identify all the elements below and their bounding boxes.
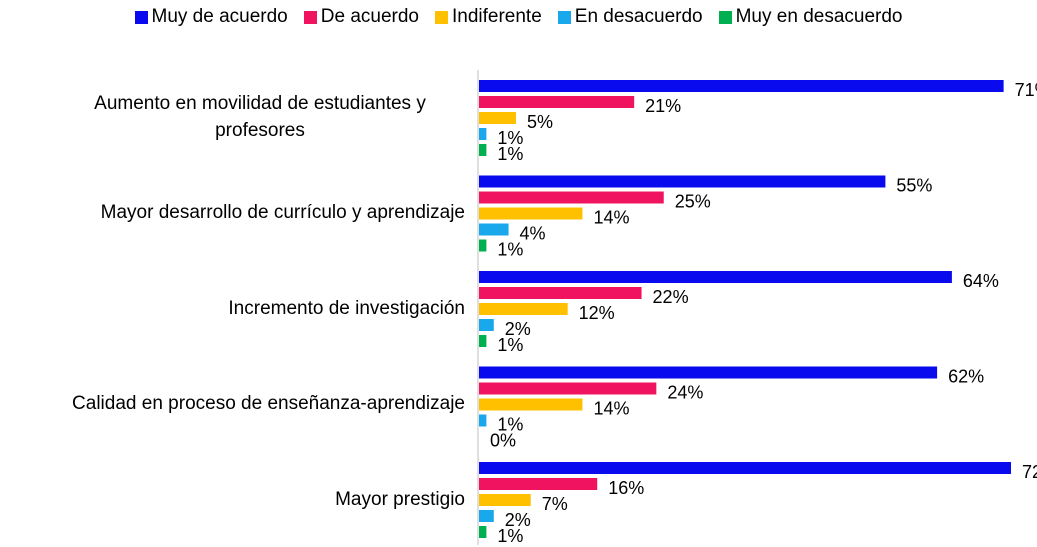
value-label: 7% (542, 494, 568, 514)
value-label: 12% (579, 303, 615, 323)
legend-swatch (303, 10, 317, 24)
value-label: 0% (490, 430, 516, 450)
legend-item: En desacuerdo (557, 6, 703, 28)
value-label: 1% (497, 128, 523, 148)
value-label: 1% (497, 335, 523, 355)
bar (479, 287, 642, 299)
bar (479, 80, 1004, 92)
value-label: 25% (675, 191, 711, 211)
value-label: 2% (505, 510, 531, 530)
legend-item: De acuerdo (303, 6, 419, 28)
bar (479, 191, 664, 204)
value-label: 1% (497, 144, 523, 164)
value-label: 55% (896, 175, 932, 195)
bar (479, 510, 494, 522)
bar (479, 494, 531, 506)
legend-label: De acuerdo (320, 6, 419, 27)
legend-item: Indiferente (434, 6, 542, 28)
category-label: Mayor prestigio (335, 460, 465, 540)
bar (479, 462, 1011, 474)
value-label: 14% (593, 207, 629, 227)
bar (479, 382, 657, 395)
legend-item: Muy de acuerdo (134, 6, 288, 28)
bar (479, 319, 494, 331)
category-label: Mayor desarrollo de currículo y aprendiz… (101, 174, 465, 254)
category-text: Calidad en proceso de enseñanza-aprendiz… (72, 393, 465, 415)
legend-label: En desacuerdo (574, 6, 703, 27)
bar (479, 335, 487, 347)
legend-swatch (134, 10, 148, 24)
bar (479, 303, 568, 315)
bar (479, 414, 487, 427)
category-label: Aumento en movilidad de estudiantes y pr… (55, 78, 465, 158)
value-label: 62% (948, 366, 984, 386)
value-label: 4% (520, 223, 546, 243)
value-label: 2% (505, 319, 531, 339)
value-label: 5% (527, 112, 553, 132)
bar (479, 112, 516, 124)
legend-item: Muy en desacuerdo (718, 6, 903, 28)
value-label: 1% (497, 239, 523, 259)
value-label: 16% (608, 478, 644, 498)
category-text: Aumento en movilidad de estudiantes y pr… (94, 93, 426, 141)
bar (479, 271, 952, 283)
bar (479, 239, 487, 252)
value-label: 24% (667, 382, 703, 402)
bar (479, 398, 583, 411)
legend: Muy de acuerdo De acuerdo Indiferente En de… (0, 6, 1037, 28)
category-label: Incremento de investigación (228, 269, 465, 349)
bar (479, 175, 886, 188)
bar (479, 366, 938, 379)
bar (479, 128, 487, 140)
category-text: Mayor desarrollo de currículo y aprendiz… (100, 202, 465, 224)
bar (479, 223, 509, 236)
bar (479, 144, 487, 156)
bar (479, 478, 598, 490)
value-label: 21% (645, 96, 681, 116)
value-label: 1% (497, 526, 523, 546)
bar (479, 526, 487, 538)
legend-label: Muy en desacuerdo (735, 6, 903, 27)
legend-label: Indiferente (451, 6, 542, 27)
value-label: 71% (1015, 80, 1037, 100)
bar (479, 96, 635, 108)
category-text: Mayor prestigio (335, 488, 465, 510)
legend-swatch (557, 10, 571, 24)
legend-label: Muy de acuerdo (151, 6, 288, 27)
value-label: 1% (497, 414, 523, 434)
bar (479, 207, 583, 220)
value-label: 64% (963, 271, 999, 291)
value-label: 14% (593, 398, 629, 418)
value-label: 72% (1022, 462, 1037, 482)
value-label: 22% (653, 287, 689, 307)
legend-swatch (718, 10, 732, 24)
legend-swatch (434, 10, 448, 24)
category-label: Calidad en proceso de enseñanza-aprendiz… (72, 365, 465, 445)
category-text: Incremento de investigación (228, 297, 465, 319)
